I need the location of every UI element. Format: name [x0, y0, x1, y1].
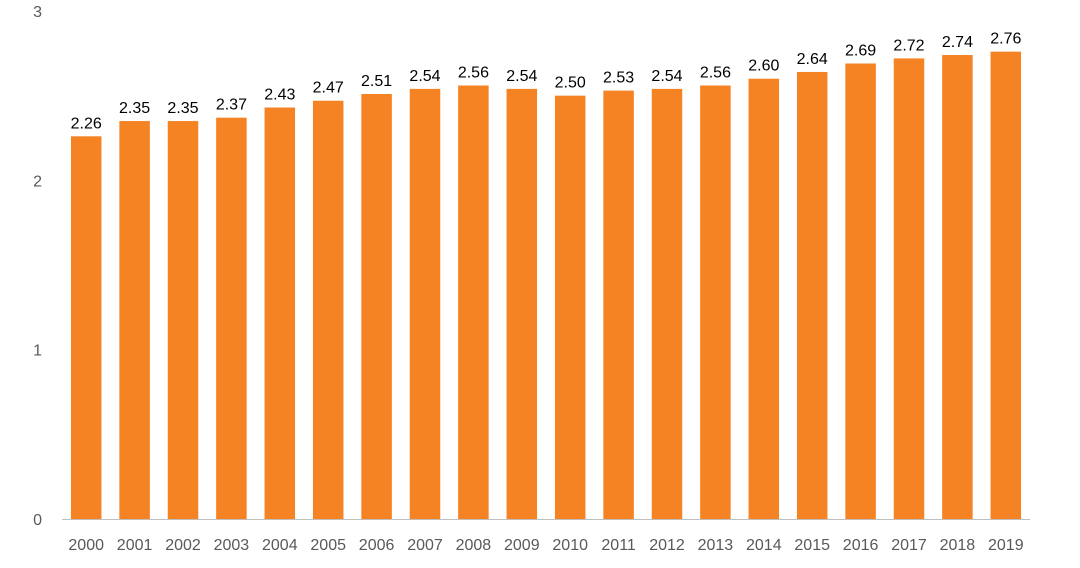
x-axis-ticks: 2000 2001 2002 2003 2004 2005 2006 2007 2008 2009…: [68, 537, 1023, 554]
data-label: 2.74: [942, 34, 973, 51]
bar: [603, 90, 634, 519]
y-tick-label: 2: [33, 173, 42, 190]
data-label: 2.56: [700, 65, 731, 82]
data-label: 2.35: [167, 100, 198, 117]
data-label: 2.64: [797, 51, 828, 68]
bar: [409, 88, 441, 519]
bar: [458, 85, 489, 520]
data-label: 2.54: [651, 68, 682, 85]
data-label: 2.69: [845, 42, 876, 59]
data-label: 2.54: [409, 68, 440, 85]
data-label: 2.76: [990, 31, 1021, 48]
x-tick-label: 2015: [794, 537, 830, 554]
x-tick-label: 2010: [552, 537, 588, 554]
x-tick-label: 2017: [891, 537, 927, 554]
x-tick-label: 2007: [407, 537, 443, 554]
x-tick-label: 2016: [843, 537, 879, 554]
x-tick-label: 2013: [698, 537, 734, 554]
x-tick-label: 2019: [988, 537, 1024, 554]
data-label: 2.60: [748, 58, 779, 75]
bar: [990, 51, 1022, 519]
bar: [119, 121, 150, 520]
data-label: 2.50: [555, 75, 586, 92]
x-tick-label: 2012: [649, 537, 685, 554]
data-label: 2.26: [71, 115, 102, 132]
x-tick-label: 2006: [359, 537, 395, 554]
y-axis-ticks: 0 1 2 3: [33, 4, 42, 529]
data-label: 2.56: [458, 65, 489, 82]
bar: [506, 88, 538, 519]
x-tick-label: 2008: [456, 537, 492, 554]
x-tick-label: 2005: [310, 537, 346, 554]
bar: [845, 63, 876, 519]
data-label: 2.35: [119, 100, 150, 117]
bar: [893, 58, 925, 520]
data-labels: 2.26 2.35 2.35 2.37 2.43 2.47 2.51 2.54 2.56 2.54…: [71, 31, 1022, 133]
y-tick-label: 0: [33, 512, 42, 529]
data-label: 2.47: [313, 80, 344, 97]
bar-series: [70, 51, 1022, 520]
bar: [361, 93, 392, 520]
x-tick-label: 2018: [940, 537, 976, 554]
bar: [167, 121, 199, 520]
x-tick-label: 2002: [165, 537, 201, 554]
data-label: 2.51: [361, 73, 392, 90]
data-label: 2.43: [264, 87, 295, 104]
x-tick-label: 2001: [117, 537, 153, 554]
x-tick-label: 2009: [504, 537, 540, 554]
bar: [700, 85, 731, 520]
bar: [796, 71, 828, 520]
x-tick-label: 2003: [214, 537, 250, 554]
x-tick-label: 2014: [746, 537, 782, 554]
data-label: 2.37: [216, 97, 247, 114]
bar: [651, 88, 683, 519]
bar: [312, 100, 344, 519]
x-tick-label: 2004: [262, 537, 298, 554]
bar: [70, 136, 102, 519]
data-label: 2.53: [603, 70, 634, 87]
y-tick-label: 1: [33, 343, 42, 360]
x-tick-label: 2011: [601, 537, 636, 554]
bar: [748, 78, 780, 519]
bar: [554, 95, 586, 520]
x-tick-label: 2000: [68, 537, 104, 554]
bar: [264, 107, 296, 520]
data-label: 2.54: [506, 68, 537, 85]
y-tick-label: 3: [33, 4, 42, 21]
data-label: 2.72: [893, 37, 924, 54]
bar: [942, 55, 973, 519]
bar: [216, 117, 247, 520]
